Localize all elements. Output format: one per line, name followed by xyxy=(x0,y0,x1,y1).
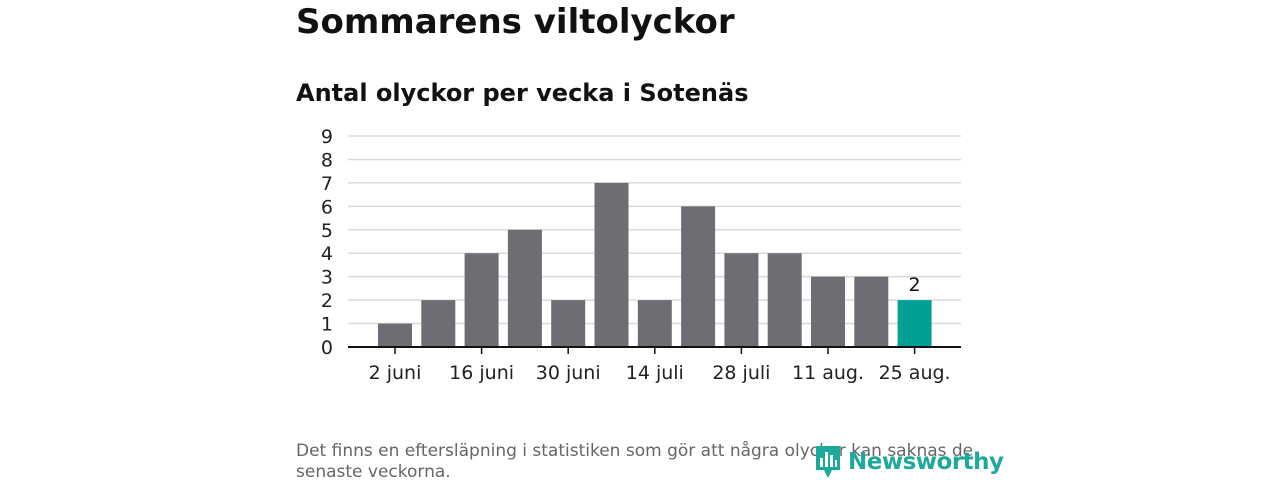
bar xyxy=(637,300,672,347)
footnote: Det finns en eftersläpning i statistiken… xyxy=(296,441,974,480)
y-tick-label: 9 xyxy=(321,126,333,148)
y-tick-label: 6 xyxy=(321,196,333,218)
y-tick-label: 8 xyxy=(321,149,333,171)
x-tick-label: 14 juli xyxy=(626,362,684,384)
x-tick-label: 25 aug. xyxy=(879,362,951,384)
y-tick-label: 5 xyxy=(321,220,333,242)
bar xyxy=(594,182,629,347)
y-tick-label: 4 xyxy=(321,243,333,265)
page-title: Sommarens viltolyckor xyxy=(296,2,735,42)
y-tick-label: 2 xyxy=(321,290,333,312)
x-tick-label: 11 aug. xyxy=(792,362,864,384)
y-tick-label: 7 xyxy=(321,173,333,195)
bar xyxy=(767,253,802,347)
chart-subtitle: Antal olyckor per vecka i Sotenäs xyxy=(296,79,749,107)
bar xyxy=(507,229,542,347)
bar xyxy=(811,276,845,347)
x-tick-label: 30 juni xyxy=(536,362,601,384)
bar xyxy=(421,300,456,347)
x-tick-label: 2 juni xyxy=(369,362,422,384)
bar xyxy=(724,253,759,347)
brand-name: Newsworthy xyxy=(848,449,1004,475)
y-tick-label: 3 xyxy=(321,267,333,289)
x-tick-label: 16 juni xyxy=(449,362,514,384)
y-tick-label: 0 xyxy=(321,337,333,359)
newsworthy-bar-chart-logo-icon xyxy=(816,446,840,478)
y-tick-label: 1 xyxy=(321,314,333,336)
bar xyxy=(551,300,586,347)
x-tick-label: 28 juli xyxy=(712,362,770,384)
bar xyxy=(681,206,716,347)
bar xyxy=(464,253,499,347)
bar xyxy=(897,300,932,347)
bar xyxy=(854,276,889,347)
bar xyxy=(378,323,412,347)
bar-value-label: 2 xyxy=(909,274,921,296)
newsworthy-logo: Newsworthy xyxy=(814,444,1004,480)
